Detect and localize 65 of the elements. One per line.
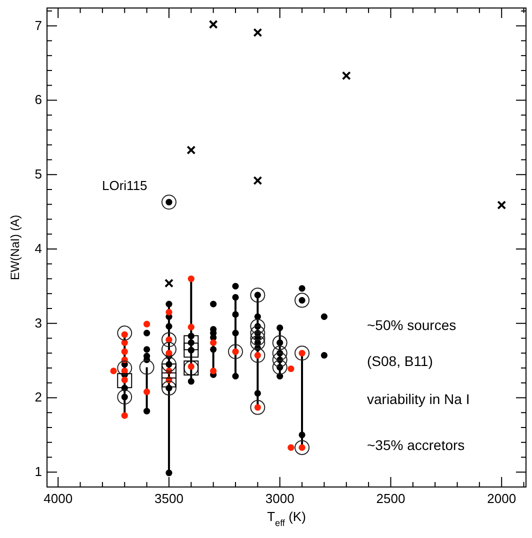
point <box>121 412 128 419</box>
point <box>117 373 132 388</box>
point <box>342 71 351 80</box>
x-tick-label: 2500 <box>376 491 406 506</box>
point <box>254 313 261 320</box>
point <box>188 324 194 330</box>
annotation: ~35% accretors <box>367 437 465 453</box>
point <box>208 20 218 29</box>
point <box>298 285 306 292</box>
point <box>276 324 284 332</box>
annotation: ~50% sources <box>367 317 456 333</box>
point <box>161 363 176 378</box>
point <box>121 348 128 355</box>
point <box>143 388 150 396</box>
y-tick-label: 7 <box>34 18 42 33</box>
point <box>320 352 328 359</box>
y-tick-label: 5 <box>34 166 42 182</box>
point <box>188 378 194 385</box>
y-tick-label: 6 <box>34 92 42 108</box>
point <box>143 330 150 336</box>
point <box>210 339 217 346</box>
y-tick-label: 2 <box>34 390 42 405</box>
point <box>188 275 194 282</box>
point <box>164 278 174 288</box>
point <box>166 350 172 356</box>
x-tick-label: 3500 <box>154 491 184 506</box>
y-tick-label: 3 <box>34 315 42 330</box>
point <box>253 176 262 186</box>
point <box>254 390 261 397</box>
point <box>288 444 294 451</box>
y-axis-title: EW(NaI) (A) <box>8 214 22 280</box>
annotation: (S08, B11) <box>367 353 433 369</box>
annotation: LOri115 <box>102 178 148 193</box>
x-tick-label: 4000 <box>44 491 73 506</box>
point <box>143 320 150 328</box>
x-tick-label: 3000 <box>265 491 294 506</box>
point <box>232 282 239 290</box>
point <box>110 368 117 374</box>
point <box>253 28 262 38</box>
x-tick-label: 2000 <box>487 491 516 506</box>
point <box>232 330 239 336</box>
point <box>166 308 172 316</box>
point <box>143 346 150 353</box>
point <box>210 300 217 308</box>
point <box>166 300 172 308</box>
y-tick-label: 4 <box>34 240 42 256</box>
point <box>288 365 294 372</box>
point <box>210 346 217 353</box>
point <box>232 294 239 301</box>
point <box>320 313 328 320</box>
point <box>186 146 196 155</box>
point <box>184 335 199 350</box>
point <box>166 470 172 476</box>
point <box>232 311 239 318</box>
x-axis-title: T$_{eff}$ (K) <box>267 509 306 528</box>
point <box>298 432 306 438</box>
point <box>161 372 176 388</box>
point <box>210 368 217 374</box>
point <box>143 408 150 414</box>
point <box>184 342 199 358</box>
point <box>166 323 172 330</box>
y-tick-label: 1 <box>34 464 42 480</box>
point <box>497 200 506 210</box>
point <box>232 372 239 380</box>
annotation: variability in Na I <box>367 391 470 407</box>
